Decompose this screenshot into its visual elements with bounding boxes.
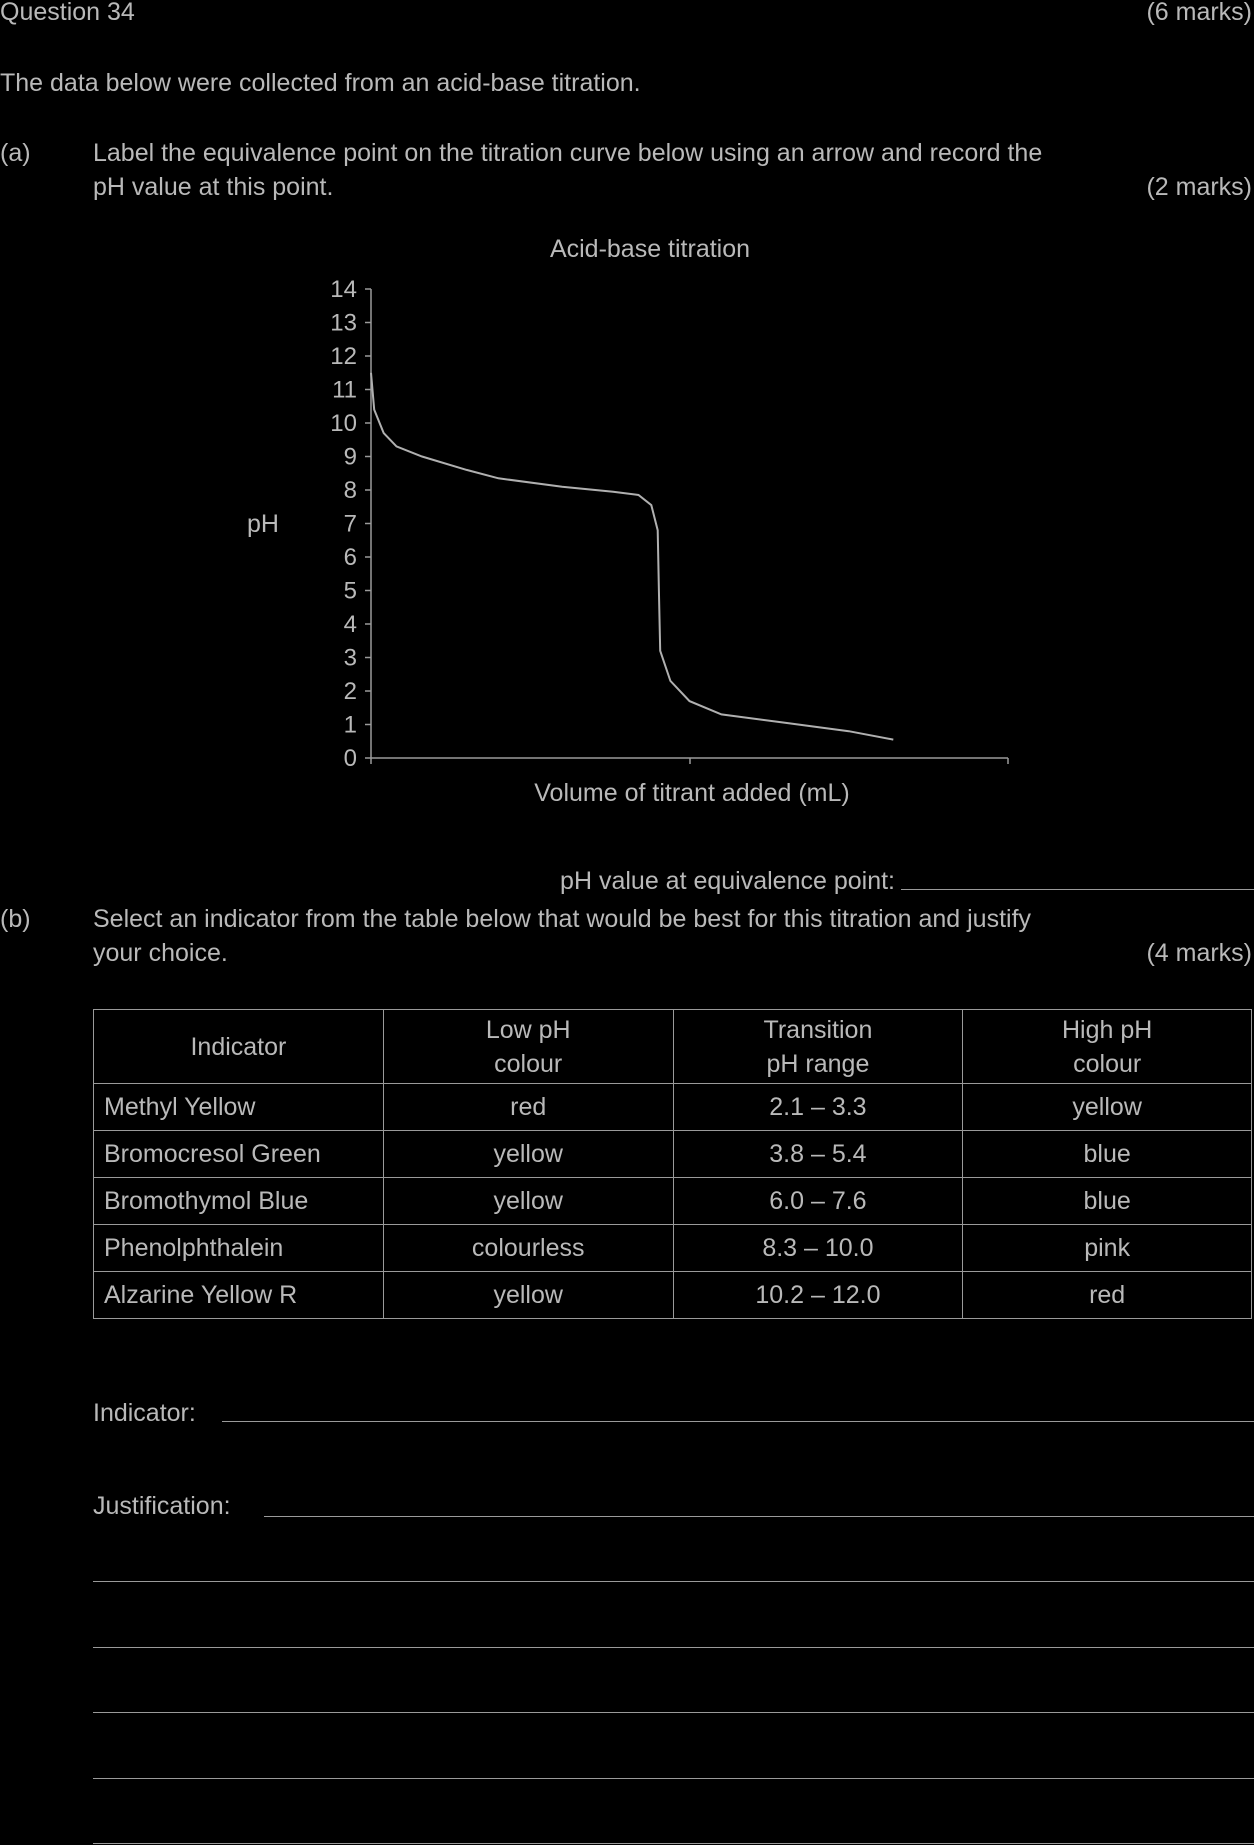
titration-chart: Acid-base titration pH Volume of titrant… [247, 235, 1009, 807]
high-ph-colour: red [962, 1271, 1252, 1319]
y-axis-label: pH [247, 510, 279, 538]
y-tick-label: 4 [344, 611, 357, 638]
y-tick-label: 0 [344, 745, 357, 772]
part-a-text-line2: pH value at this point. [93, 173, 334, 201]
table-row: Alzarine Yellow R yellow 10.2 – 12.0 red [93, 1271, 1252, 1319]
indicator-name: Bromothymol Blue [93, 1177, 384, 1225]
high-ph-colour: pink [962, 1224, 1252, 1272]
y-tick-label: 9 [344, 444, 357, 471]
part-b-label: (b) [0, 905, 31, 933]
justification-answer-line[interactable] [93, 1843, 1254, 1844]
justification-answer-line[interactable] [93, 1581, 1254, 1582]
equivalence-answer-line[interactable] [901, 889, 1254, 890]
high-ph-colour: yellow [962, 1083, 1252, 1131]
table-row: Phenolphthalein colourless 8.3 – 10.0 pi… [93, 1224, 1252, 1272]
part-b-text-line2: your choice. [93, 939, 228, 967]
transition-range: 3.8 – 5.4 [672, 1130, 964, 1178]
indicator-name: Methyl Yellow [93, 1083, 384, 1131]
justification-answer-line[interactable] [264, 1516, 1254, 1517]
y-tick-label: 14 [330, 276, 357, 303]
table-row: Methyl Yellow red 2.1 – 3.3 yellow [93, 1083, 1252, 1131]
y-tick-label: 12 [330, 343, 357, 370]
part-a-text-line1: Label the equivalence point on the titra… [93, 139, 1043, 167]
indicator-name: Alzarine Yellow R [93, 1271, 384, 1319]
table-row: Bromocresol Green yellow 3.8 – 5.4 blue [93, 1130, 1252, 1178]
y-tick-label: 2 [344, 678, 357, 705]
question-title: Question 34 [0, 0, 135, 26]
low-ph-colour: yellow [382, 1271, 674, 1319]
transition-range: 2.1 – 3.3 [672, 1083, 964, 1131]
x-axis-label: Volume of titrant added (mL) [534, 779, 849, 807]
indicator-name: Phenolphthalein [93, 1224, 384, 1272]
y-tick-label: 6 [344, 544, 357, 571]
indicator-name: Bromocresol Green [93, 1130, 384, 1178]
justification-answer-line[interactable] [93, 1647, 1254, 1648]
justification-label: Justification: [93, 1492, 231, 1520]
question-marks: (6 marks) [1146, 0, 1252, 26]
indicator-table: Indicator Low pH colour Transition pH ra… [93, 1009, 1252, 1319]
header-low-ph-colour: Low pH colour [382, 1009, 674, 1084]
table-header-row: Indicator Low pH colour Transition pH ra… [93, 1009, 1252, 1084]
header-indicator: Indicator [93, 1009, 384, 1084]
chart-title: Acid-base titration [550, 235, 750, 263]
part-b-text-line1: Select an indicator from the table below… [93, 905, 1032, 933]
low-ph-colour: red [382, 1083, 674, 1131]
y-tick-label: 11 [332, 377, 357, 404]
low-ph-colour: yellow [382, 1177, 674, 1225]
y-tick-label: 10 [330, 410, 357, 437]
y-tick-label: 13 [330, 310, 357, 337]
indicator-answer-label: Indicator: [93, 1399, 196, 1427]
equivalence-answer-label: pH value at equivalence point: [560, 867, 895, 895]
justification-answer-line[interactable] [93, 1778, 1254, 1779]
y-tick-label: 3 [344, 645, 357, 672]
high-ph-colour: blue [962, 1130, 1252, 1178]
transition-range: 6.0 – 7.6 [672, 1177, 964, 1225]
y-tick-label: 5 [344, 578, 357, 605]
y-tick-label: 1 [344, 712, 357, 739]
part-a-label: (a) [0, 139, 31, 167]
part-b-marks: (4 marks) [1146, 939, 1252, 967]
header-high-ph-colour: High pH colour [962, 1009, 1252, 1084]
transition-range: 8.3 – 10.0 [672, 1224, 964, 1272]
y-tick-label: 8 [344, 477, 357, 504]
y-tick-label: 7 [344, 511, 357, 538]
titration-curve [370, 372, 894, 741]
table-row: Bromothymol Blue yellow 6.0 – 7.6 blue [93, 1177, 1252, 1225]
part-a-marks: (2 marks) [1146, 173, 1252, 201]
intro-text: The data below were collected from an ac… [0, 69, 641, 97]
low-ph-colour: yellow [382, 1130, 674, 1178]
transition-range: 10.2 – 12.0 [672, 1271, 964, 1319]
header-transition-range: Transition pH range [672, 1009, 964, 1084]
high-ph-colour: blue [962, 1177, 1252, 1225]
low-ph-colour: colourless [382, 1224, 674, 1272]
indicator-answer-line[interactable] [222, 1421, 1254, 1422]
justification-answer-line[interactable] [93, 1712, 1254, 1713]
